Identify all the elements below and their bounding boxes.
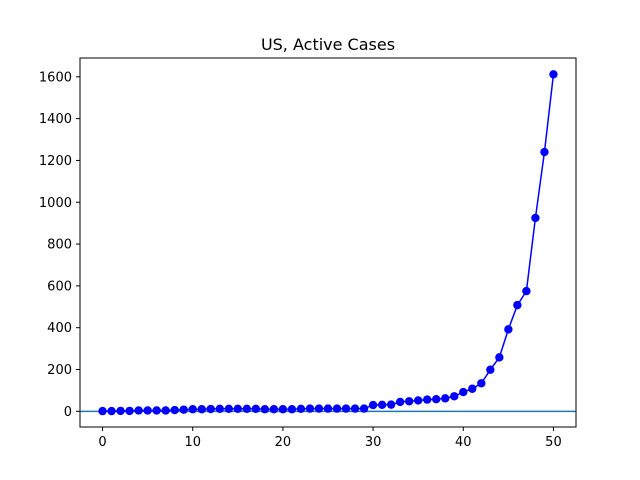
data-point-48 (531, 213, 540, 223)
data-point-22 (296, 404, 306, 414)
data-point-30 (368, 400, 378, 410)
data-point-4 (134, 406, 143, 415)
y-tick-label-400: 400 (47, 321, 72, 336)
data-point-47 (522, 286, 531, 296)
data-point-29 (359, 404, 369, 413)
data-point-20 (278, 405, 288, 414)
data-point-10 (188, 405, 197, 414)
data-point-31 (377, 400, 387, 410)
x-tick-label-20: 20 (275, 435, 292, 450)
data-point-7 (161, 406, 170, 415)
data-point-50 (549, 70, 558, 79)
x-tick-label-0: 0 (98, 435, 106, 450)
y-tick-label-200: 200 (47, 363, 72, 378)
x-tick-label-40: 40 (455, 435, 472, 450)
data-point-36 (423, 395, 432, 404)
data-point-41 (468, 384, 477, 393)
y-tick-label-1600: 1600 (39, 70, 72, 85)
y-tick-label-800: 800 (47, 238, 72, 253)
x-tick-label-10: 10 (184, 435, 201, 450)
data-point-21 (287, 405, 297, 414)
data-point-0 (98, 406, 107, 416)
data-point-2 (116, 406, 125, 416)
series-line (102, 74, 555, 412)
data-point-37 (432, 394, 441, 404)
data-point-24 (314, 404, 324, 413)
data-point-8 (170, 405, 179, 415)
data-point-26 (332, 404, 342, 413)
data-point-19 (269, 405, 279, 414)
data-point-3 (125, 406, 134, 416)
x-tick-label-50: 50 (545, 435, 562, 450)
data-point-28 (350, 404, 360, 413)
data-point-1 (107, 406, 116, 416)
data-point-15 (233, 404, 243, 414)
data-point-12 (206, 404, 215, 414)
data-point-5 (143, 406, 152, 415)
data-point-42 (477, 379, 486, 388)
y-tick-label-0: 0 (64, 405, 72, 420)
data-point-35 (413, 396, 423, 405)
data-point-16 (242, 404, 252, 414)
data-point-44 (495, 353, 504, 362)
data-point-45 (504, 325, 513, 334)
data-point-17 (251, 404, 261, 414)
y-tick-label-1200: 1200 (39, 154, 72, 169)
y-tick-label-1400: 1400 (39, 112, 72, 127)
data-point-13 (215, 404, 224, 414)
x-tick-label-30: 30 (365, 435, 382, 450)
data-point-46 (513, 300, 522, 310)
data-point-32 (386, 400, 396, 409)
data-point-39 (450, 392, 459, 401)
data-point-27 (341, 404, 351, 413)
y-tick-label-600: 600 (47, 279, 72, 294)
data-point-40 (459, 387, 468, 397)
plot-area: 0 10 20 30 40 50 0 200 400 600 800 1000 1200 1400 1600 (39, 57, 577, 450)
data-point-23 (305, 404, 315, 413)
axes-frame (79, 57, 577, 428)
data-point-9 (179, 405, 188, 414)
data-point-25 (323, 404, 333, 413)
data-point-14 (224, 404, 233, 414)
data-point-49 (540, 147, 549, 157)
data-point-38 (441, 394, 450, 403)
y-tick-label-1000: 1000 (39, 196, 72, 211)
chart-title: US, Active Cases (261, 35, 395, 54)
data-point-34 (404, 397, 414, 406)
data-point-18 (260, 405, 270, 414)
data-point-43 (486, 365, 495, 374)
data-point-33 (395, 397, 405, 407)
data-point-11 (197, 405, 206, 414)
data-point-6 (152, 406, 161, 415)
